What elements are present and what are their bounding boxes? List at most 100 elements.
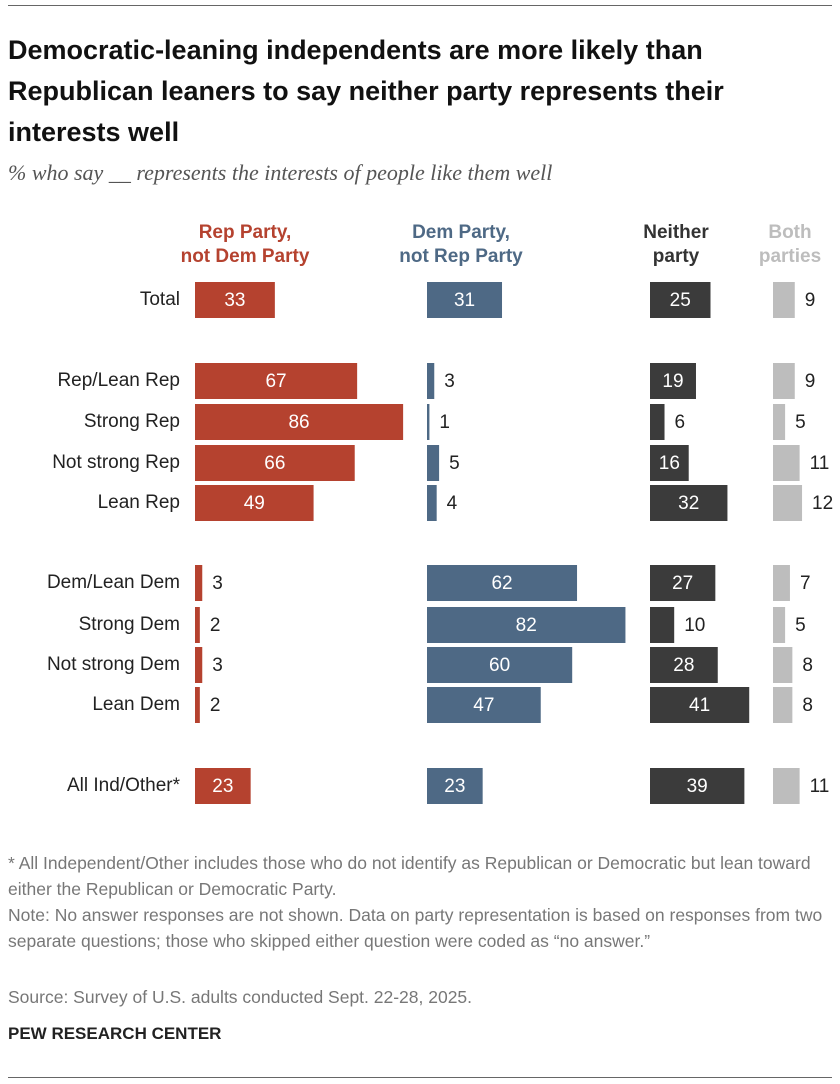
value-label: 2 [210,695,221,716]
note: Note: No answer responses are not shown.… [8,905,823,951]
column-header: Neither party [643,222,709,267]
value-label: 82 [516,615,537,636]
value-label: 27 [672,573,693,594]
category-label: Lean Rep [98,492,180,513]
top-rule [8,5,832,6]
value-label: 6 [675,412,686,433]
value-label: 5 [795,412,806,433]
value-label: 25 [670,290,691,311]
bar [650,647,718,683]
category-label: All Ind/Other* [67,775,181,796]
value-label: 33 [224,290,245,311]
value-label: 5 [449,453,460,474]
value-label: 49 [244,493,265,514]
bar [195,404,404,440]
value-label: 66 [264,453,285,474]
category-label: Rep/Lean Rep [57,370,180,391]
bar [195,445,355,481]
bar [650,485,728,521]
bar [427,607,626,643]
bar [773,404,786,440]
value-label: 31 [454,290,475,311]
bar [427,363,435,399]
bar [773,445,800,481]
bar [195,485,314,521]
bar [650,768,745,804]
value-label: 19 [662,371,683,392]
bar [773,768,800,804]
bar [195,363,358,399]
value-label: 23 [444,776,465,797]
value-label: 23 [212,776,233,797]
bar [773,647,793,683]
bar [773,565,790,601]
bar [650,445,689,481]
column-header: Both parties [759,222,821,267]
bottom-rule [8,1077,832,1078]
category-label: Strong Dem [79,614,180,635]
bar [427,687,541,723]
chart: Total Rep/Lean Rep Strong Rep Not strong Re… [47,222,833,804]
bar [195,565,203,601]
bar [773,607,786,643]
value-label: 39 [687,776,708,797]
value-label: 16 [659,453,680,474]
value-label: 60 [489,655,510,676]
column-header: Dem Party, not Rep Party [399,222,523,267]
value-label: 86 [288,412,309,433]
value-label: 1 [439,412,450,433]
chart-subtitle: % who say __ represents the interests of… [8,160,553,185]
bar [427,485,437,521]
value-label: 62 [491,573,512,594]
source: Source: Survey of U.S. adults conducted … [8,987,473,1007]
bar [195,647,203,683]
value-label: 9 [805,371,816,392]
value-label: 41 [689,695,710,716]
value-label: 11 [810,776,830,797]
bar [650,607,675,643]
bar [195,607,200,643]
value-label: 28 [673,655,694,676]
column-header: Rep Party, not Dem Party [181,222,310,267]
value-label: 10 [684,615,705,636]
category-label: Dem/Lean Dem [47,572,180,593]
bar [773,485,803,521]
bar [427,282,503,318]
bar [427,404,430,440]
bar [650,363,696,399]
value-label: 8 [802,695,813,716]
bar [195,768,251,804]
bar [773,282,795,318]
value-label: 7 [800,573,811,594]
bar [650,687,750,723]
chart-title: Democratic-leaning independents are more… [8,35,724,147]
bar [773,687,793,723]
value-label: 3 [212,573,223,594]
bar [195,282,275,318]
category-label: Not strong Rep [52,452,180,473]
bar [427,768,483,804]
value-label: 3 [444,371,455,392]
bar [650,282,711,318]
value-label: 67 [265,371,286,392]
value-label: 11 [810,453,830,474]
bar [650,565,716,601]
value-label: 9 [805,290,816,311]
bar [773,363,795,399]
bar [650,404,665,440]
category-label: Lean Dem [92,694,180,715]
value-label: 12 [812,493,833,514]
category-label: Total [140,289,180,310]
bar [195,687,200,723]
value-label: 8 [802,655,813,676]
value-label: 5 [795,615,806,636]
brand: PEW RESEARCH CENTER [8,1024,222,1043]
bar [427,647,573,683]
bar [427,565,578,601]
bar [427,445,440,481]
value-label: 4 [447,493,458,514]
value-label: 3 [212,655,223,676]
value-label: 32 [678,493,699,514]
value-label: 47 [473,695,494,716]
